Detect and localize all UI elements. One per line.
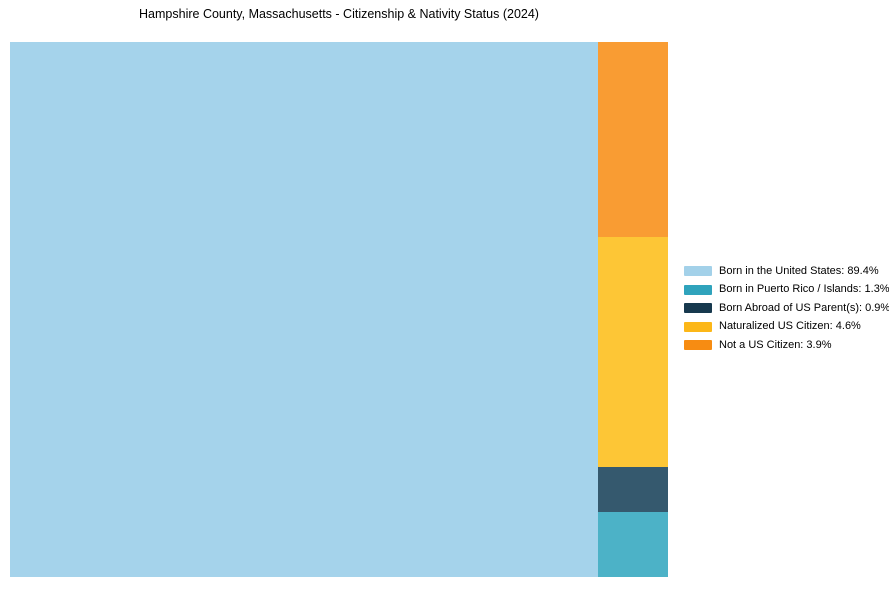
legend-row: Naturalized US Citizen: 4.6%	[684, 320, 889, 332]
legend-swatch-icon	[684, 266, 712, 276]
legend-row: Born Abroad of US Parent(s): 0.9%	[684, 301, 889, 314]
legend-swatch-icon	[684, 340, 712, 350]
chart-title: Hampshire County, Massachusetts - Citize…	[139, 7, 539, 21]
legend: Born in the United States: 89.4% Born in …	[684, 264, 889, 351]
treemap	[10, 42, 668, 577]
legend-row: Born in the United States: 89.4%	[684, 264, 889, 277]
legend-row: Not a US Citizen: 3.9%	[684, 338, 889, 351]
legend-label: Naturalized US Citizen: 4.6%	[719, 320, 861, 332]
legend-swatch-icon	[684, 321, 712, 332]
legend-swatch-icon	[684, 303, 712, 313]
treemap-cell-born-in-the-united-states	[10, 42, 598, 577]
legend-label: Born Abroad of US Parent(s): 0.9%	[719, 301, 889, 314]
legend-label: Not a US Citizen: 3.9%	[719, 338, 832, 351]
treemap-cell-naturalized-us-citizen	[597, 237, 668, 467]
treemap-cell-born-abroad-of-us-parent-s	[597, 467, 668, 512]
treemap-cell-not-a-us-citizen	[597, 42, 668, 237]
legend-swatch-icon	[684, 284, 712, 295]
treemap-cell-born-in-puerto-rico-islands	[597, 512, 668, 577]
legend-label: Born in Puerto Rico / Islands: 1.3%	[719, 283, 889, 295]
legend-label: Born in the United States: 89.4%	[719, 264, 879, 277]
legend-row: Born in Puerto Rico / Islands: 1.3%	[684, 283, 889, 295]
